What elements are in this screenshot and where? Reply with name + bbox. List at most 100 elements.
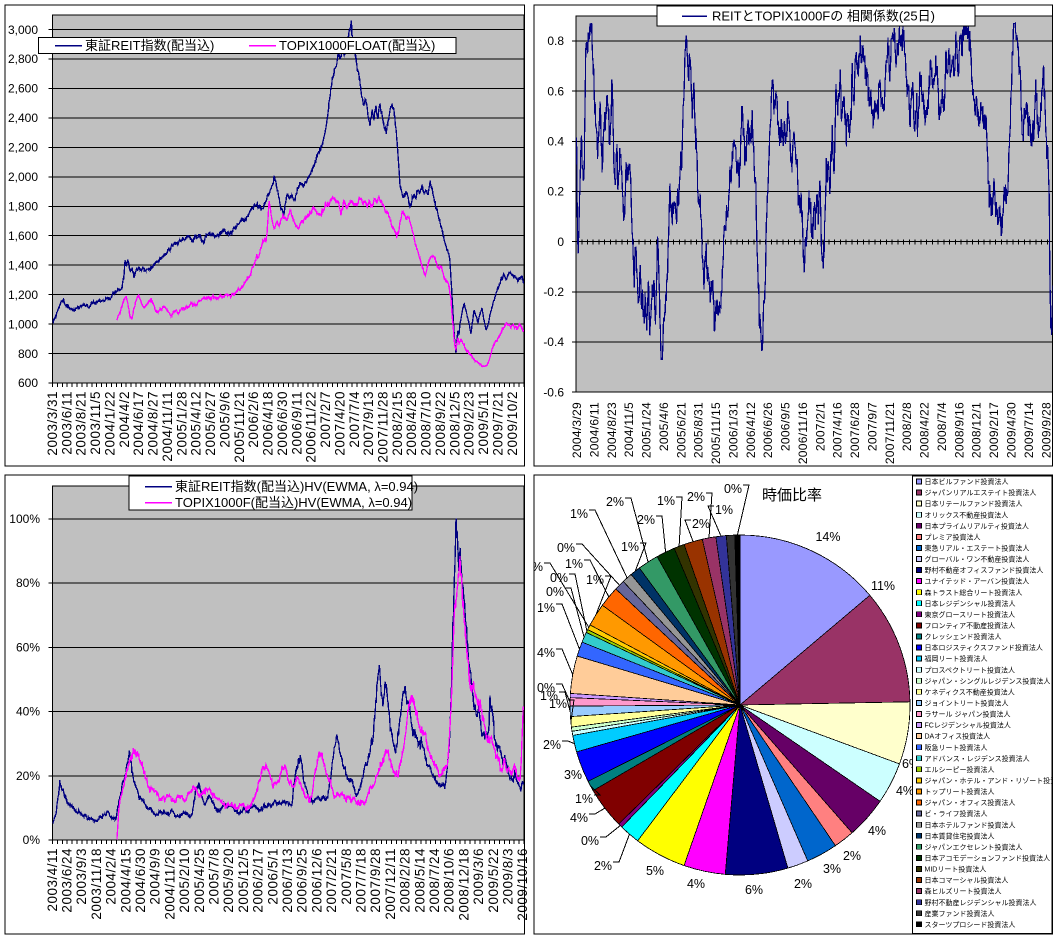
svg-text:2005/12/5: 2005/12/5 bbox=[236, 848, 251, 913]
svg-text:フロンティア不動産投資法人: フロンティア不動産投資法人 bbox=[925, 621, 1016, 630]
svg-text:2008/12/18: 2008/12/18 bbox=[456, 848, 471, 921]
svg-text:日本プライムリアルティ投資法人: 日本プライムリアルティ投資法人 bbox=[925, 521, 1029, 530]
svg-text:2006/5/1: 2006/5/1 bbox=[265, 848, 280, 905]
svg-text:2007/7/18: 2007/7/18 bbox=[354, 848, 369, 913]
svg-text:1,600: 1,600 bbox=[8, 229, 38, 243]
svg-text:2006/6/30: 2006/6/30 bbox=[275, 391, 290, 456]
svg-text:20%: 20% bbox=[16, 769, 40, 783]
svg-text:2%: 2% bbox=[692, 517, 710, 531]
svg-text:日本レジデンシャル投資法人: 日本レジデンシャル投資法人 bbox=[925, 599, 1016, 608]
svg-text:0%: 0% bbox=[581, 834, 599, 848]
svg-text:2007/12/11: 2007/12/11 bbox=[383, 848, 398, 920]
svg-text:1%: 1% bbox=[565, 557, 583, 571]
svg-text:REITとTOPIX1000Fの 相関係数(25日): REITとTOPIX1000Fの 相関係数(25日) bbox=[712, 9, 935, 24]
svg-text:2,200: 2,200 bbox=[8, 141, 38, 155]
svg-text:2,600: 2,600 bbox=[8, 82, 38, 96]
svg-text:2%: 2% bbox=[543, 738, 561, 752]
svg-text:2008/12/5: 2008/12/5 bbox=[447, 391, 462, 456]
svg-text:福岡リート投資法人: 福岡リート投資法人 bbox=[925, 654, 988, 663]
svg-text:2%: 2% bbox=[687, 490, 705, 504]
svg-text:東証REIT指数(配当込)HV(EWMA, λ=0.94): 東証REIT指数(配当込)HV(EWMA, λ=0.94) bbox=[175, 479, 418, 494]
svg-text:2009/10/16: 2009/10/16 bbox=[515, 848, 530, 921]
svg-text:2009/8/3: 2009/8/3 bbox=[501, 848, 516, 905]
svg-text:0: 0 bbox=[557, 235, 564, 249]
svg-text:2005/4/6: 2005/4/6 bbox=[657, 402, 671, 451]
svg-text:2009/4/30: 2009/4/30 bbox=[1005, 402, 1019, 458]
svg-text:-0.4: -0.4 bbox=[543, 335, 564, 349]
svg-text:2008/7/24: 2008/7/24 bbox=[427, 848, 442, 913]
svg-text:5%: 5% bbox=[646, 864, 664, 878]
svg-text:4%: 4% bbox=[570, 811, 588, 825]
svg-text:2005/11/21: 2005/11/21 bbox=[232, 391, 247, 463]
svg-text:60%: 60% bbox=[16, 640, 40, 654]
svg-text:4%: 4% bbox=[896, 784, 914, 798]
svg-text:2007/7/4: 2007/7/4 bbox=[347, 391, 362, 448]
svg-text:0%: 0% bbox=[550, 571, 568, 585]
svg-text:2009/3/6: 2009/3/6 bbox=[471, 848, 486, 905]
svg-text:1%: 1% bbox=[570, 507, 588, 521]
svg-text:3%: 3% bbox=[823, 862, 841, 876]
svg-text:2003/6/11: 2003/6/11 bbox=[59, 391, 74, 455]
svg-text:トップリート投資法人: トップリート投資法人 bbox=[925, 787, 995, 796]
svg-text:東京グロースリート投資法人: 東京グロースリート投資法人 bbox=[925, 610, 1016, 619]
svg-text:2006/9/25: 2006/9/25 bbox=[295, 848, 310, 913]
svg-text:2004/2/4: 2004/2/4 bbox=[104, 848, 119, 905]
svg-text:2007/4/16: 2007/4/16 bbox=[831, 402, 845, 458]
svg-text:0.8: 0.8 bbox=[547, 34, 564, 48]
svg-text:MIDリート投資法人: MIDリート投資法人 bbox=[925, 865, 987, 874]
svg-text:DAオフィス投資法人: DAオフィス投資法人 bbox=[925, 732, 991, 741]
svg-text:2008/9/16: 2008/9/16 bbox=[952, 402, 966, 458]
svg-text:1%: 1% bbox=[537, 601, 555, 615]
svg-text:2008/7/4: 2008/7/4 bbox=[935, 402, 949, 451]
svg-text:2004/3/29: 2004/3/29 bbox=[570, 402, 584, 458]
svg-text:2007/9/7: 2007/9/7 bbox=[866, 402, 880, 451]
svg-text:東証REIT指数(配当込): 東証REIT指数(配当込) bbox=[85, 38, 214, 53]
svg-text:2008/5/14: 2008/5/14 bbox=[412, 848, 427, 913]
svg-text:日本ロジスティクスファンド投資法人: 日本ロジスティクスファンド投資法人 bbox=[925, 643, 1043, 652]
svg-text:-0.6: -0.6 bbox=[543, 385, 564, 399]
svg-text:日本アコモデーションファンド投資法人: 日本アコモデーションファンド投資法人 bbox=[925, 854, 1051, 863]
svg-text:2003/6/24: 2003/6/24 bbox=[60, 848, 75, 913]
svg-text:ジャパン・オフィス投資法人: ジャパン・オフィス投資法人 bbox=[925, 798, 1016, 807]
svg-text:2004/8/23: 2004/8/23 bbox=[605, 402, 619, 458]
svg-text:2003/11/5: 2003/11/5 bbox=[88, 391, 103, 455]
svg-text:2005/11/15: 2005/11/15 bbox=[709, 402, 723, 464]
svg-text:2004/11/26: 2004/11/26 bbox=[162, 848, 177, 920]
svg-text:TOPIX1000F(配当込)HV(EWMA, λ=0.94: TOPIX1000F(配当込)HV(EWMA, λ=0.94) bbox=[175, 495, 412, 510]
svg-text:ビ・ライフ投資法人: ビ・ライフ投資法人 bbox=[925, 809, 988, 818]
svg-text:2009/5/11: 2009/5/11 bbox=[476, 391, 491, 455]
svg-text:2009/2/17: 2009/2/17 bbox=[987, 402, 1001, 458]
svg-text:2005/4/12: 2005/4/12 bbox=[189, 391, 204, 456]
svg-text:2005/7/8: 2005/7/8 bbox=[207, 848, 222, 905]
svg-text:エルシーピー投資法人: エルシーピー投資法人 bbox=[925, 765, 995, 774]
svg-text:1%: 1% bbox=[540, 689, 558, 703]
svg-text:0%: 0% bbox=[724, 482, 742, 496]
svg-text:4%: 4% bbox=[687, 877, 705, 891]
svg-text:-0.2: -0.2 bbox=[543, 285, 564, 299]
svg-text:TOPIX1000FLOAT(配当込): TOPIX1000FLOAT(配当込) bbox=[279, 38, 435, 53]
svg-text:日本コマーシャル投資法人: 日本コマーシャル投資法人 bbox=[925, 876, 1009, 885]
svg-text:2006/12/6: 2006/12/6 bbox=[309, 848, 324, 913]
svg-text:80%: 80% bbox=[16, 576, 40, 590]
svg-text:2007/11/21: 2007/11/21 bbox=[883, 402, 897, 464]
svg-text:2009/2/23: 2009/2/23 bbox=[462, 391, 477, 456]
svg-text:2006/4/18: 2006/4/18 bbox=[261, 391, 276, 456]
svg-text:2004/6/30: 2004/6/30 bbox=[133, 848, 148, 913]
svg-text:2007/9/13: 2007/9/13 bbox=[361, 391, 376, 456]
svg-text:日本ホテルファンド投資法人: 日本ホテルファンド投資法人 bbox=[925, 820, 1016, 829]
svg-text:2003/11/18: 2003/11/18 bbox=[89, 848, 104, 920]
svg-text:2007/11/28: 2007/11/28 bbox=[376, 391, 391, 463]
svg-text:東急リアル・エステート投資法人: 東急リアル・エステート投資法人 bbox=[925, 544, 1030, 553]
svg-text:ラサール ジャパン投資法人: ラサール ジャパン投資法人 bbox=[925, 710, 1011, 719]
svg-text:阪急リート投資法人: 阪急リート投資法人 bbox=[925, 743, 988, 752]
svg-text:プロスペクトリート投資法人: プロスペクトリート投資法人 bbox=[925, 665, 1016, 674]
svg-text:2,800: 2,800 bbox=[8, 52, 38, 66]
svg-text:40%: 40% bbox=[16, 705, 40, 719]
svg-text:1,200: 1,200 bbox=[8, 288, 38, 302]
svg-text:0%: 0% bbox=[537, 681, 555, 695]
svg-text:2004/11/11: 2004/11/11 bbox=[160, 391, 175, 462]
svg-text:ジャパン・シングルレジデンス投資法人: ジャパン・シングルレジデンス投資法人 bbox=[925, 676, 1051, 685]
svg-text:2004/4/2: 2004/4/2 bbox=[117, 391, 132, 448]
svg-text:1,800: 1,800 bbox=[8, 199, 38, 213]
svg-text:2007/9/28: 2007/9/28 bbox=[368, 848, 383, 913]
